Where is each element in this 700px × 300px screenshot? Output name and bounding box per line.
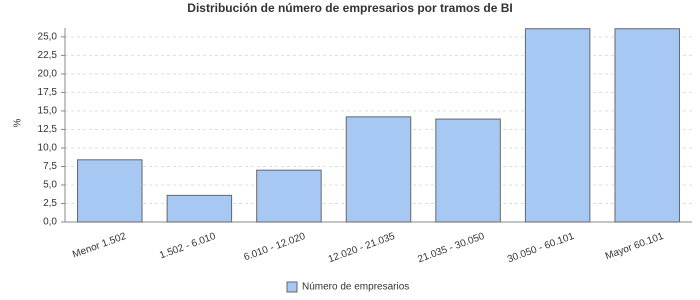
y-tick-label: 2,5 xyxy=(43,198,57,209)
x-tick-label: 1.502 - 6.010 xyxy=(158,231,218,262)
chart-title: Distribución de número de empresarios po… xyxy=(187,1,512,15)
x-tick-label: Mayor 60.101 xyxy=(604,231,666,262)
bar xyxy=(345,116,412,223)
y-tick-label: 5,0 xyxy=(43,180,57,191)
y-tick-label: 0,0 xyxy=(43,217,57,228)
bar xyxy=(435,118,501,223)
x-tick-label: 30.050 - 60.101 xyxy=(506,231,576,265)
x-tick-label: 6.010 - 12.020 xyxy=(242,231,307,264)
x-tick-label: 12.020 - 21.035 xyxy=(327,231,397,265)
legend-swatch xyxy=(286,281,298,293)
y-tick-label: 17,5 xyxy=(38,87,58,98)
bar xyxy=(524,28,591,223)
y-tick-label: 25,0 xyxy=(38,32,58,43)
bar xyxy=(166,194,233,223)
y-tick-label: 15,0 xyxy=(38,106,58,117)
legend-label: Número de empresarios xyxy=(302,282,409,293)
y-tick-label: 10,0 xyxy=(38,143,58,154)
y-tick-label: 12,5 xyxy=(38,124,58,135)
y-tick-label: 22,5 xyxy=(38,50,58,61)
x-tick-label: 21.035 - 30.050 xyxy=(416,231,486,265)
y-axis-label: % xyxy=(13,118,24,127)
y-tick-label: 7,5 xyxy=(43,161,57,172)
y-tick-label: 20,0 xyxy=(38,69,58,80)
bar xyxy=(256,169,322,223)
bar xyxy=(77,159,143,223)
bar xyxy=(614,28,680,223)
x-tick-label: Menor 1.502 xyxy=(71,231,128,261)
